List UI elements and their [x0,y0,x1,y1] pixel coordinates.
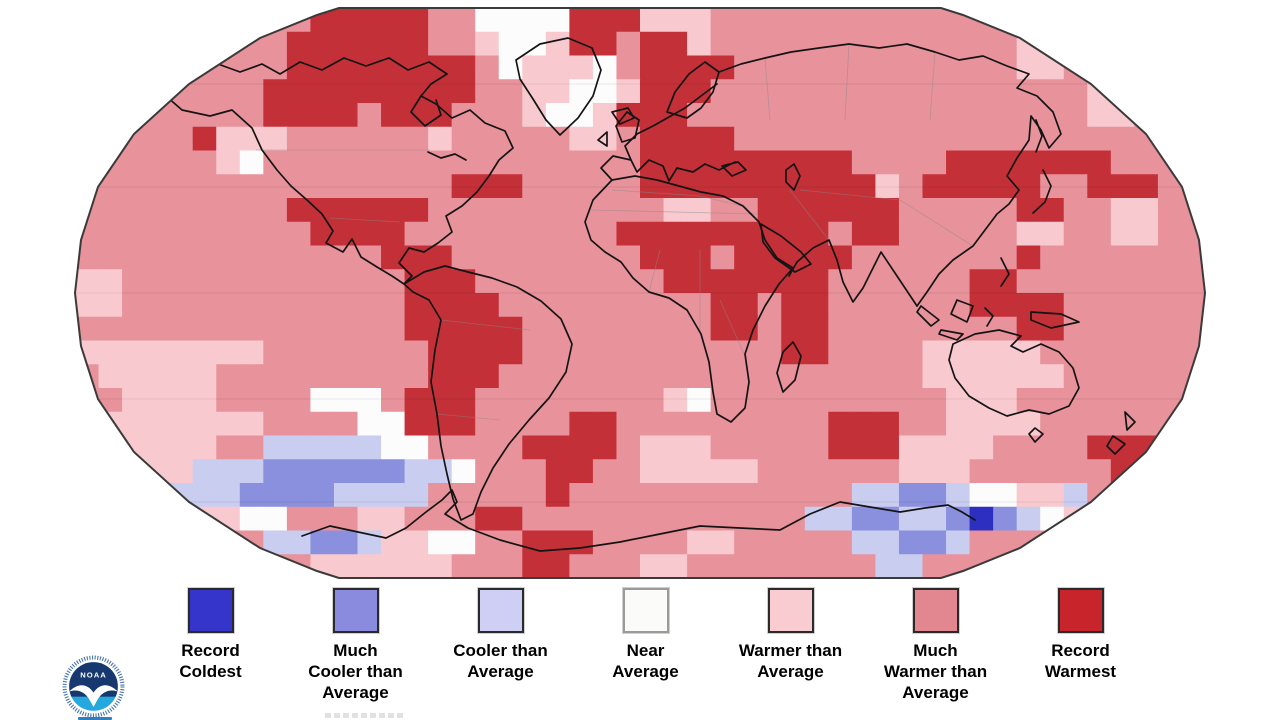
legend-item-record-coldest: Record Coldest [138,588,283,703]
cutoff-text-artifact [325,713,403,718]
coastlines [165,37,1136,552]
country-borders [256,43,974,421]
legend-label-record-warmest: Record Warmest [1044,641,1117,681]
legend-item-warmer-than-average: Warmer than Average [718,588,863,703]
legend-swatch-much-warmer [912,588,959,633]
legend-item-much-warmer: Much Warmer than Average [863,588,1008,703]
legend-label-much-warmer: Much Warmer than Average [883,641,988,702]
legend-item-record-warmest: Record Warmest [1008,588,1153,703]
legend-item-near-average: Near Average [573,588,718,703]
map-outline [73,7,1207,579]
legend-swatch-cooler-than-average [477,588,524,633]
legend-swatch-record-warmest [1057,588,1104,633]
legend-item-much-cooler: Much Cooler than Average [283,588,428,703]
legend-swatch-warmer-than-average [767,588,814,633]
world-map [73,7,1207,579]
noaa-ring-text [62,655,125,718]
legend-label-much-cooler: Much Cooler than Average [308,641,403,702]
legend-item-cooler-than-average: Cooler than Average [428,588,573,703]
legend-swatch-near-average [622,588,669,633]
legend-label-record-coldest: Record Coldest [179,641,242,681]
cutoff-logo-element [78,717,112,720]
legend-label-cooler-than-average: Cooler than Average [453,641,548,681]
legend-label-near-average: Near Average [612,641,679,681]
legend-swatch-much-cooler [332,588,379,633]
noaa-logo: NOAA [61,654,126,719]
noaa-logo-text: NOAA [80,670,106,679]
legend-label-warmer-than-average: Warmer than Average [738,641,843,681]
legend-swatch-record-coldest [187,588,234,633]
legend: Record Coldest Much Cooler than Average Coole… [138,588,1153,703]
